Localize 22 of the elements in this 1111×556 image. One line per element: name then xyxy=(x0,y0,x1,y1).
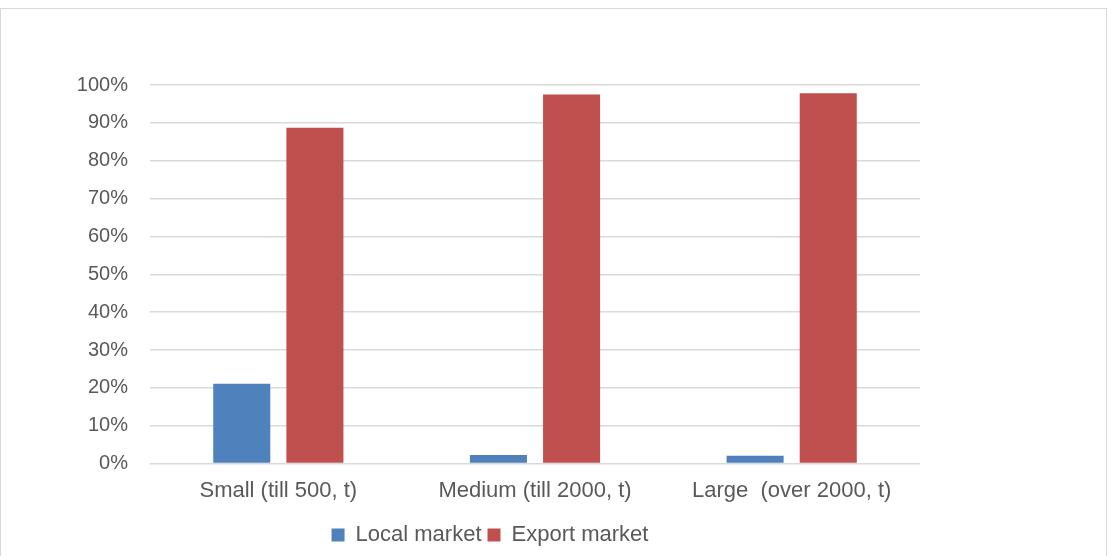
bar xyxy=(799,93,857,463)
x-tick-label: Small (till 500, t) xyxy=(199,476,358,502)
y-tick-label: 20% xyxy=(87,375,129,398)
y-tick-label: 100% xyxy=(76,72,129,95)
y-tick-label: 40% xyxy=(87,299,129,322)
x-tick-label: Medium (till 2000, t) xyxy=(438,476,632,502)
bar xyxy=(469,454,527,463)
y-tick-label: 50% xyxy=(87,261,129,284)
bar xyxy=(213,383,271,463)
y-tick-label: 10% xyxy=(87,413,129,436)
y-tick-label: 60% xyxy=(87,223,129,246)
x-tick-label: Large (over 2000, t) xyxy=(691,476,892,502)
y-tick-label: 70% xyxy=(87,186,129,209)
y-tick-label: 0% xyxy=(99,451,129,474)
bar xyxy=(726,455,784,463)
legend-label: Export market xyxy=(511,521,649,547)
y-tick-label: 90% xyxy=(87,110,129,133)
y-tick-label: 30% xyxy=(87,337,129,360)
bar xyxy=(286,127,344,463)
bar xyxy=(543,94,601,463)
legend-label: Local market xyxy=(355,521,482,547)
y-tick-label: 80% xyxy=(87,148,129,171)
